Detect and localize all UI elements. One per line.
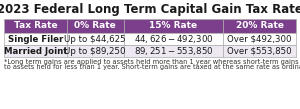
- Text: to assets held for less than 1 year. Short-term gains are taxed at the same rate: to assets held for less than 1 year. Sho…: [4, 65, 300, 71]
- Bar: [4, 45, 67, 57]
- Bar: [67, 33, 124, 45]
- Text: Over $492,300: Over $492,300: [227, 35, 292, 43]
- Text: 0% Rate: 0% Rate: [74, 21, 116, 31]
- Text: Tax Rate: Tax Rate: [14, 21, 57, 31]
- Bar: [124, 19, 223, 33]
- Text: 2023 Federal Long Term Capital Gain Tax Rate: 2023 Federal Long Term Capital Gain Tax …: [0, 3, 300, 16]
- Text: 15% Rate: 15% Rate: [149, 21, 197, 31]
- Text: Up to $89,250: Up to $89,250: [64, 47, 126, 55]
- Bar: [223, 45, 296, 57]
- Text: $44,626-$492,300: $44,626-$492,300: [134, 33, 213, 45]
- Bar: [124, 33, 223, 45]
- Bar: [223, 33, 296, 45]
- Text: Married Joint: Married Joint: [4, 47, 67, 55]
- Bar: [124, 45, 223, 57]
- Bar: [4, 33, 67, 45]
- Text: Single Filer: Single Filer: [8, 35, 63, 43]
- Bar: [67, 19, 124, 33]
- Text: *Long term gains are applied to assets held more than 1 year whereas short-term : *Long term gains are applied to assets h…: [4, 59, 300, 65]
- Bar: [4, 19, 67, 33]
- Text: 20% Rate: 20% Rate: [236, 21, 284, 31]
- Bar: [67, 45, 124, 57]
- Text: $89,251-$553,850: $89,251-$553,850: [134, 45, 213, 57]
- Text: Up to $44,625: Up to $44,625: [64, 35, 126, 43]
- Text: Over $553,850: Over $553,850: [227, 47, 292, 55]
- Bar: [223, 19, 296, 33]
